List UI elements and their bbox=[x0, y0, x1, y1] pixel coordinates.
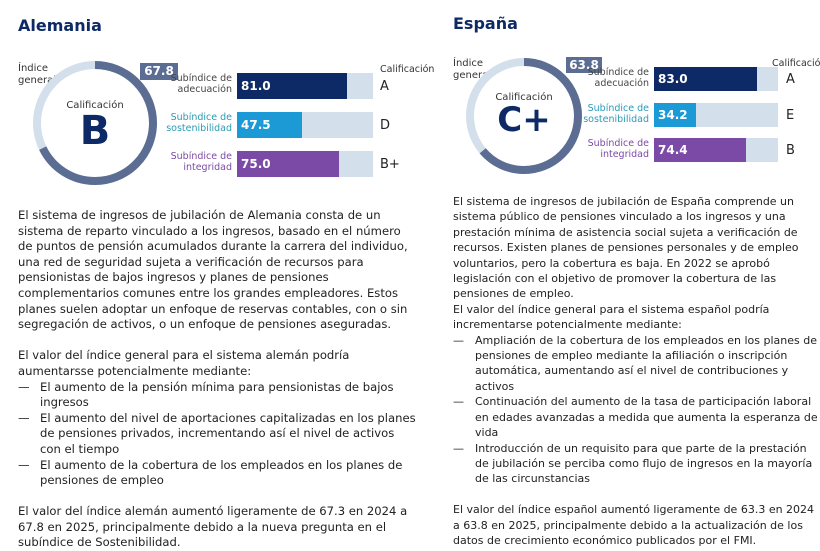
improvement-intro: El valor del índice general para el sist… bbox=[18, 348, 350, 378]
overall-donut bbox=[466, 58, 582, 174]
list-item: — El aumento del nivel de aportaciones ca… bbox=[18, 411, 418, 458]
donut-track bbox=[466, 58, 582, 174]
grade-header: Calificación bbox=[380, 64, 435, 75]
subindex-label: Subíndice de sostenibilidad bbox=[583, 103, 649, 125]
subindex-grade: A bbox=[786, 72, 795, 87]
index-change-paragraph: El valor del índice alemán aumentó liger… bbox=[18, 504, 408, 550]
dash-bullet: — bbox=[453, 441, 464, 455]
dash-bullet: — bbox=[18, 457, 30, 472]
index-label: Índice general bbox=[18, 63, 57, 86]
bar-fill bbox=[237, 73, 348, 99]
bar-track bbox=[654, 138, 778, 162]
donut-value-arc bbox=[33, 61, 157, 185]
improvement-list: — El aumento de la pensión mínima para pe… bbox=[18, 380, 418, 489]
list-item-text: El aumento del nivel de aportaciones cap… bbox=[40, 410, 416, 456]
grade-caption: Calificación bbox=[495, 92, 553, 103]
list-item: — El aumento de la pensión mínima para pe… bbox=[18, 380, 418, 411]
subindex-value: 83.0 bbox=[658, 72, 688, 86]
description: El sistema de ingresos de jubilación de … bbox=[18, 208, 418, 551]
subindex-grade: B bbox=[786, 143, 795, 158]
description-paragraph: El sistema de ingresos de jubilación de … bbox=[453, 195, 799, 301]
subindex-value: 75.0 bbox=[241, 157, 271, 171]
subindex-value: 34.2 bbox=[658, 108, 688, 122]
subindex-grade: D bbox=[380, 118, 391, 133]
list-item-text: Introducción de un requisito para que pa… bbox=[475, 441, 813, 486]
subindex-grade: E bbox=[786, 108, 795, 123]
overall-score-badge: 63.8 bbox=[566, 57, 602, 73]
subindex-row-integrity: Subíndice de integridad 74.4 bbox=[588, 138, 778, 162]
list-item-text: Continuación del aumento de la tasa de p… bbox=[475, 395, 818, 440]
country-title: España bbox=[453, 14, 518, 33]
index-label: Índice general bbox=[453, 58, 492, 81]
overall-grade: B bbox=[79, 108, 111, 154]
bar-fill bbox=[237, 151, 339, 177]
subindex-grade: A bbox=[380, 79, 389, 94]
grade-caption: Calificación bbox=[66, 100, 124, 111]
bar-fill bbox=[654, 138, 747, 162]
subindex-grade: B+ bbox=[380, 157, 400, 172]
subindex-label: Subíndice de sostenibilidad bbox=[166, 112, 232, 134]
subindex-label: Subíndice de adecuación bbox=[170, 73, 232, 95]
subindex-row-adequacy: Subíndice de adecuación 81.0 bbox=[171, 73, 373, 99]
bar-fill bbox=[654, 103, 697, 127]
subindex-row-sustainability: Subíndice de sostenibilidad 47.5 bbox=[166, 112, 373, 138]
list-item: — Ampliación de la cobertura de los emple… bbox=[453, 333, 818, 395]
list-item-text: El aumento de la pensión mínima para pen… bbox=[40, 379, 394, 410]
bar-fill bbox=[237, 112, 302, 138]
dash-bullet: — bbox=[18, 379, 30, 394]
donut-value-arc bbox=[466, 58, 582, 174]
subindex-value: 74.4 bbox=[658, 143, 688, 157]
subindex-row-integrity: Subíndice de integridad 75.0 bbox=[171, 151, 373, 177]
list-item: — Continuación del aumento de la tasa de … bbox=[453, 394, 818, 440]
country-title: Alemania bbox=[18, 16, 102, 35]
subindex-row-sustainability: Subíndice de sostenibilidad 34.2 bbox=[583, 103, 778, 127]
list-item: — Introducción de un requisito para que p… bbox=[453, 441, 818, 487]
description-paragraph: El sistema de ingresos de jubilación de … bbox=[18, 208, 408, 332]
list-item-text: Ampliación de la cobertura de los emplea… bbox=[475, 333, 817, 393]
overall-grade: C+ bbox=[497, 100, 551, 140]
dash-bullet: — bbox=[453, 333, 464, 347]
germany-panel: Alemania Índice general 67.8 Calificació… bbox=[18, 16, 434, 549]
improvement-list: — Ampliación de la cobertura de los emple… bbox=[453, 333, 818, 487]
list-item: — El aumento de la cobertura de los emple… bbox=[18, 458, 418, 489]
index-change-paragraph: El valor del índice español aumentó lige… bbox=[453, 503, 815, 548]
subindex-label: Subíndice de integridad bbox=[170, 151, 232, 173]
bar-fill bbox=[654, 67, 757, 91]
dash-bullet: — bbox=[18, 410, 30, 425]
subindex-label: Subíndice de integridad bbox=[587, 138, 649, 160]
overall-score-badge: 67.8 bbox=[140, 63, 178, 80]
subindex-value: 81.0 bbox=[241, 79, 271, 93]
description: El sistema de ingresos de jubilación de … bbox=[453, 194, 818, 549]
dash-bullet: — bbox=[453, 395, 464, 409]
overall-donut bbox=[33, 61, 157, 185]
list-item-text: El aumento de la cobertura de los emplea… bbox=[40, 457, 403, 488]
subindex-row-adequacy: Subíndice de adecuación 83.0 bbox=[588, 67, 778, 91]
improvement-intro: El valor del índice general para el sist… bbox=[453, 302, 770, 332]
bar-track bbox=[654, 103, 778, 127]
subindex-label: Subíndice de adecuación bbox=[587, 67, 649, 89]
subindex-value: 47.5 bbox=[241, 118, 271, 132]
bar-track bbox=[654, 67, 778, 91]
grade-header: Calificación bbox=[772, 58, 820, 69]
